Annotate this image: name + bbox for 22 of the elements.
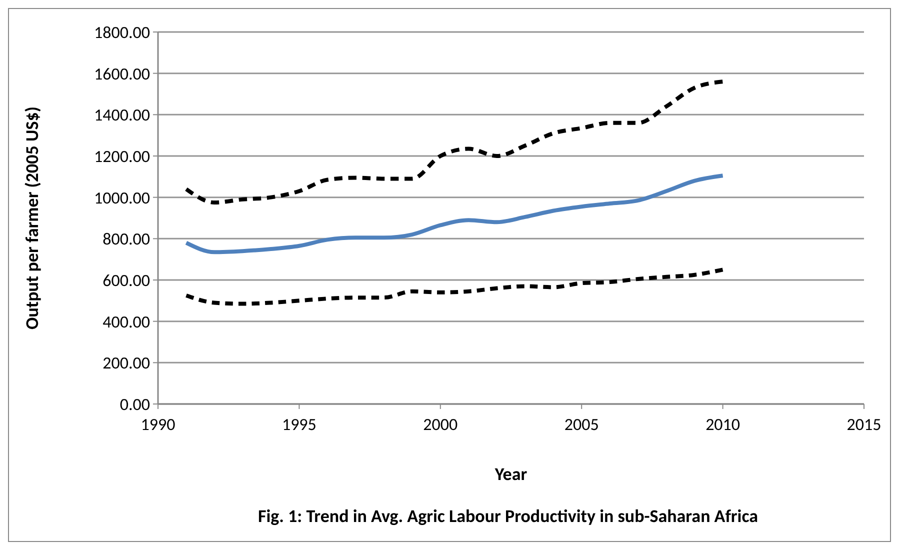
line-series [184, 268, 725, 306]
y-axis-title: Output per farmer (2005 US$) [21, 106, 43, 330]
y-tick-label: 400.00 [102, 311, 150, 332]
y-tick-label: 1200.00 [94, 146, 150, 167]
y-tick-label: 1400.00 [94, 104, 150, 126]
x-tick-label: 2000 [423, 414, 458, 435]
y-tick-label: 800.00 [102, 228, 150, 250]
x-tick-label: 2015 [846, 414, 882, 435]
y-tick-label: 1600.00 [94, 63, 150, 84]
text: Fig. 1: Trend in Avg. Agric Labour Productivity in sub-Saharan Africa [258, 505, 758, 527]
x-tick-label: 1990 [140, 414, 176, 435]
y-tick-label: 1800.00 [94, 22, 150, 43]
x-axis-title: Year [494, 463, 528, 485]
x-tick-label: 2010 [706, 414, 740, 435]
y-tick-label: 0.00 [120, 394, 150, 415]
x-tick-label: 2005 [564, 414, 599, 435]
line-series [184, 80, 725, 204]
x-tick-label: 1995 [282, 414, 316, 435]
line-series [184, 174, 725, 254]
y-tick-label: 600.00 [102, 270, 150, 291]
y-tick-label: 200.00 [102, 352, 150, 374]
y-tick-label: 1000.00 [94, 187, 150, 208]
